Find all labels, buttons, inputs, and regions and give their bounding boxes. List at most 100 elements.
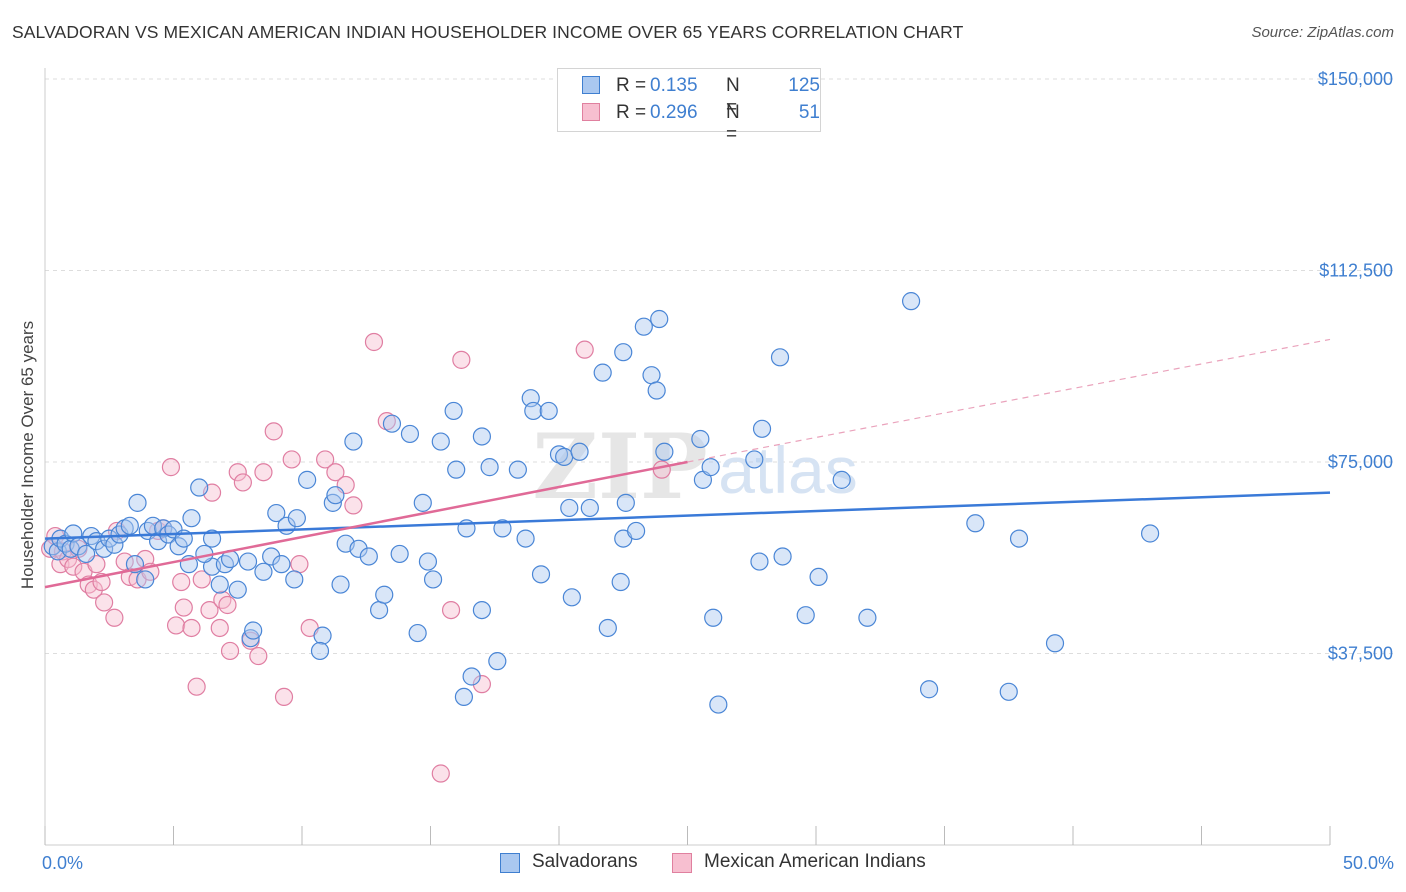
axes [44,68,1331,846]
data-point [611,572,630,592]
data-point [431,432,450,451]
legend-r-label: R = [616,102,647,123]
data-point [200,600,219,620]
data-point [488,652,507,671]
data-point [326,463,345,482]
data-point [215,555,234,574]
data-point [344,432,363,451]
bottom-legend-label: Salvadorans [532,851,638,872]
data-point [655,442,674,461]
data-point [364,332,384,352]
data-point [290,555,309,574]
data-point [999,682,1018,701]
data-point [400,424,420,444]
data-point [472,427,491,446]
data-point [166,616,186,635]
data-point [626,521,646,541]
data-point [704,608,723,627]
data-point [313,626,332,645]
data-point [228,580,247,599]
data-point [282,450,301,469]
legend-n-value: 125 [788,75,820,96]
data-point [375,585,394,604]
data-point [272,555,291,574]
data-point [105,608,124,627]
data-point [1009,529,1029,548]
data-point [187,677,206,696]
data-point [524,401,543,421]
data-point [480,458,499,477]
data-point [701,458,720,477]
data-point [218,595,237,615]
x-tick-label: 0.0% [42,853,83,873]
data-point [95,593,114,612]
data-point [202,529,222,548]
legend-n-label: N = [726,102,740,145]
trend-line-mexican-american-indians [44,460,688,589]
data-point [616,493,635,512]
data-point [287,509,306,528]
legend-n-value: 51 [798,102,820,123]
data-point [161,458,181,477]
data-point [770,348,790,367]
data-point [570,442,589,461]
legend-r-value: 0.135 [650,75,698,96]
data-point [264,422,283,441]
legend-swatch-pink [582,103,600,121]
data-point [796,606,815,625]
data-point [444,401,463,421]
data-point [431,764,450,783]
data-point [493,519,512,538]
watermark-zip: ZIP [532,414,707,520]
data-point [238,552,258,571]
data-point [326,486,345,505]
data-point [832,470,851,489]
data-point [220,641,240,661]
data-point [210,618,229,638]
data-point [555,447,574,466]
data-point [901,292,921,311]
data-point [614,343,633,362]
data-point [182,509,201,528]
data-point [539,401,558,421]
x-tick-label: 50.0% [1343,853,1394,873]
y-tick-label: $112,500 [1319,261,1393,281]
y-tick-label: $37,500 [1328,644,1393,664]
data-point [447,460,466,479]
data-point [441,600,461,620]
data-point [233,473,252,492]
data-point [228,463,247,482]
legend-swatch-blue [582,76,600,94]
data-point [64,557,83,576]
data-point [274,687,294,707]
data-point [84,580,103,599]
data-point [549,445,569,464]
data-point [809,567,828,587]
data-point [262,547,281,566]
data-point [377,412,396,431]
data-point [642,366,661,385]
data-point [331,575,350,594]
data-point [349,539,368,558]
data-point [652,460,671,479]
data-point [95,539,114,558]
data-point [575,340,594,359]
data-point [709,695,728,714]
data-point [750,552,769,571]
y-tick-label: $150,000 [1318,69,1393,89]
data-point [413,493,432,512]
data-point [919,680,939,699]
watermark-atlas: atlas [718,433,857,507]
data-point [516,529,535,548]
data-point [745,450,764,469]
data-point [423,570,443,589]
data-point [254,562,273,581]
data-point [752,419,772,438]
data-point [172,572,191,592]
data-point [472,675,491,694]
data-point [210,575,229,594]
trend-lines [44,338,1331,589]
data-point [344,496,363,515]
data-point [120,516,139,535]
